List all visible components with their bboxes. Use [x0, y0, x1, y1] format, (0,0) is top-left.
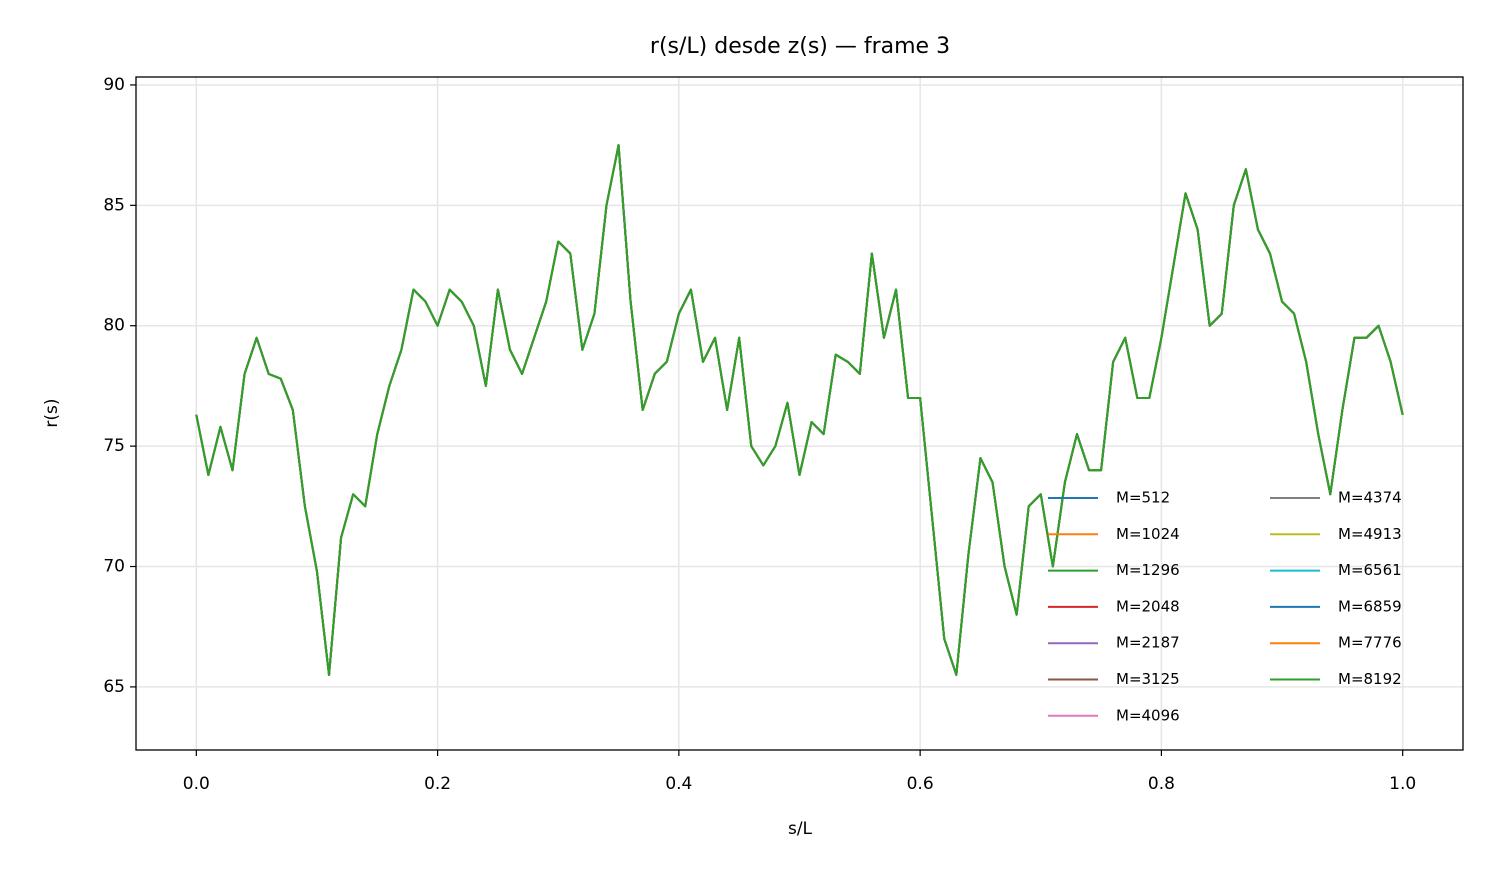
x-tick-label: 1.0 [1389, 774, 1416, 794]
x-tick-label: 0.6 [907, 774, 934, 794]
y-tick-label: 90 [103, 75, 125, 95]
legend-label: M=1024 [1116, 525, 1180, 543]
legend-label: M=512 [1116, 489, 1170, 507]
legend-label: M=4913 [1338, 525, 1402, 543]
legend-label: M=7776 [1338, 634, 1402, 652]
x-tick-label: 0.2 [424, 774, 451, 794]
x-tick-label: 0.8 [1148, 774, 1175, 794]
legend-label: M=6859 [1338, 597, 1402, 615]
y-axis-label: r(s) [42, 398, 62, 427]
legend-label: M=2187 [1116, 634, 1180, 652]
y-tick-label: 85 [103, 195, 125, 215]
legend-label: M=6561 [1338, 561, 1402, 579]
chart-title: r(s/L) desde z(s) — frame 3 [650, 34, 950, 59]
series-line [195, 144, 1404, 676]
x-tick-label: 0.0 [183, 774, 210, 794]
y-tick-label: 80 [103, 316, 125, 336]
legend-label: M=1296 [1116, 561, 1180, 579]
legend-label: M=3125 [1116, 670, 1180, 688]
y-tick-label: 65 [103, 677, 125, 697]
legend-label: M=4096 [1116, 706, 1180, 724]
plot-frame [135, 76, 1464, 751]
y-tick-label: 75 [103, 436, 125, 456]
y-tick-label: 70 [103, 557, 125, 577]
legend-label: M=8192 [1338, 670, 1402, 688]
legend-label: M=2048 [1116, 597, 1180, 615]
legend-label: M=4374 [1338, 489, 1402, 507]
x-tick-label: 0.4 [665, 774, 692, 794]
x-axis-label: s/L [788, 819, 813, 839]
